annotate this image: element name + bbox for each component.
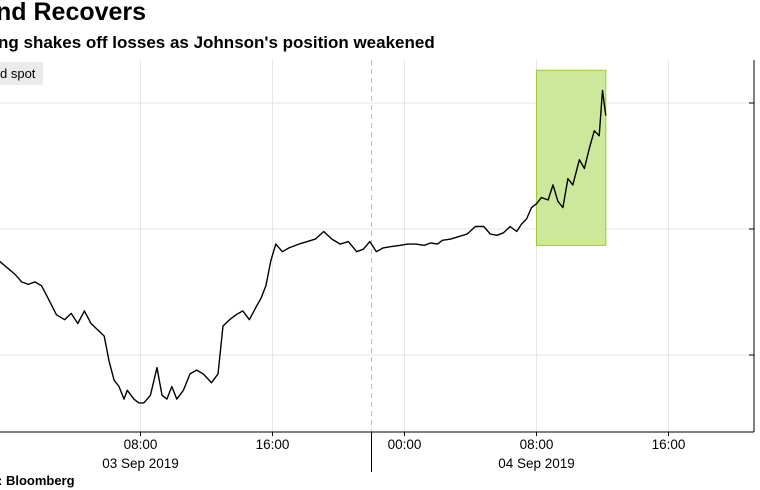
- date-label: 03 Sep 2019: [102, 456, 179, 471]
- chart-title: nd Recovers: [0, 0, 147, 26]
- source-note: : Bloomberg: [0, 473, 75, 488]
- chart-subtitle: ng shakes off losses as Johnson's positi…: [0, 33, 435, 52]
- series-line: [0, 89, 607, 404]
- tick-labels: 08:00 16:00 00:00 08:00 16:00 03 Sep 2019 04 S…: [102, 437, 685, 471]
- legend-item: d spot: [0, 62, 44, 85]
- axes: [0, 60, 755, 472]
- x-tick-label: 08:00: [124, 437, 158, 452]
- x-tick-label: 16:00: [652, 437, 686, 452]
- x-tick-label: 08:00: [520, 437, 554, 452]
- highlight-box: [536, 69, 607, 246]
- x-tick-label: 16:00: [256, 437, 290, 452]
- x-tick-label: 00:00: [388, 437, 422, 452]
- date-label: 04 Sep 2019: [498, 456, 575, 471]
